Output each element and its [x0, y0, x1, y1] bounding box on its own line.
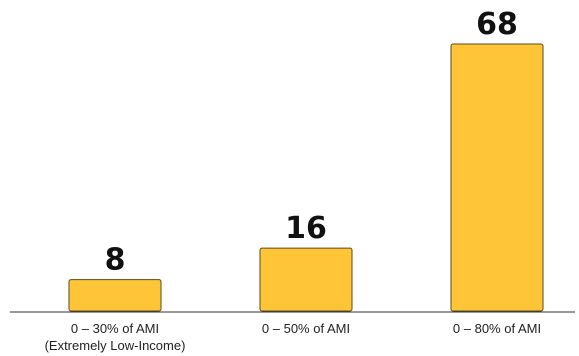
bar-3	[450, 43, 544, 312]
bar-2	[259, 247, 353, 312]
value-labels-group: 8 16 68	[105, 7, 518, 278]
category-label-2: 0 – 50% of AMI	[262, 321, 350, 336]
bar-1	[68, 279, 162, 312]
bars-group	[68, 43, 544, 312]
category-labels-group: 0 – 30% of AMI (Extremely Low-Income) 0 – …	[45, 321, 542, 353]
value-label-1: 8	[105, 243, 126, 278]
category-label-1-line-2: (Extremely Low-Income)	[45, 338, 186, 353]
value-label-3: 68	[476, 7, 518, 42]
value-label-2: 16	[285, 211, 327, 246]
category-label-3: 0 – 80% of AMI	[453, 321, 541, 336]
category-label-1-line-1: 0 – 30% of AMI	[71, 321, 159, 336]
